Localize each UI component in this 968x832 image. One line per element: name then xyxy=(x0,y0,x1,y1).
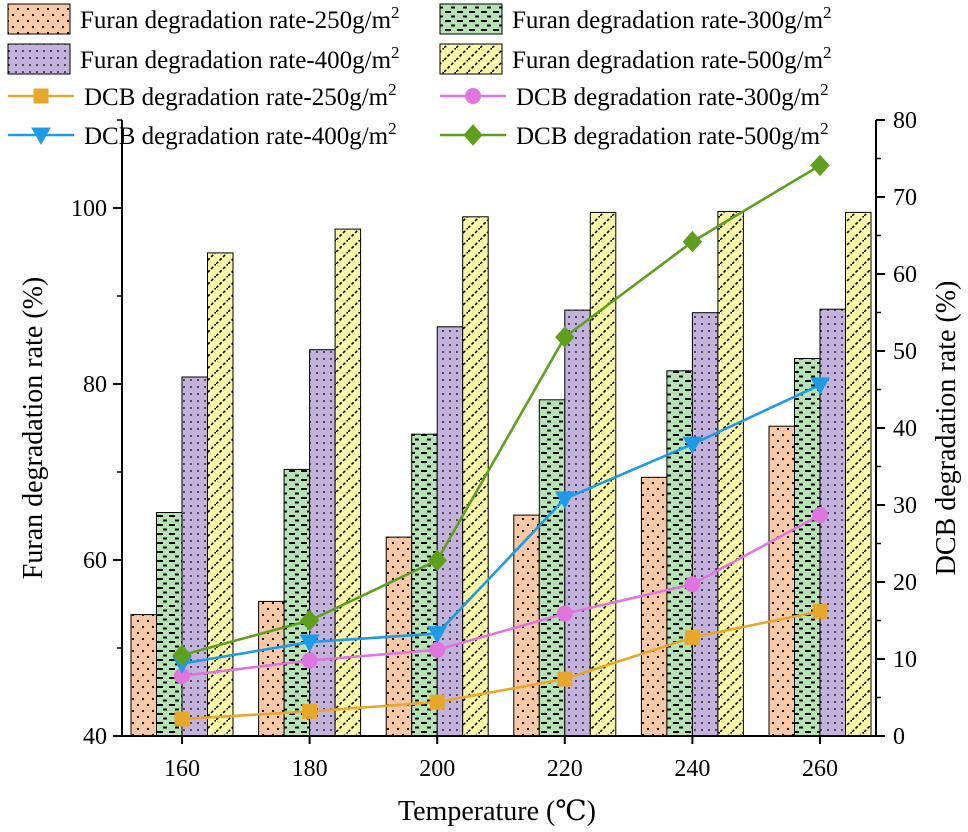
bar-s4-220 xyxy=(589,211,617,737)
marker-s1-180 xyxy=(302,703,318,719)
marker-s2-240 xyxy=(684,576,701,593)
bar-s3-240 xyxy=(691,312,719,737)
x-tick-label: 240 xyxy=(674,756,710,782)
line-s4 xyxy=(181,164,821,657)
legend-label-bar-s1: Furan degradation rate-250g/m2 xyxy=(80,3,400,34)
legend-swatch-bar-s3 xyxy=(7,43,71,75)
marker-s3-180 xyxy=(299,634,320,653)
right-y-tick-label: 0 xyxy=(893,724,905,750)
marker-s1-240 xyxy=(684,629,700,645)
bar-s2-180 xyxy=(283,468,311,737)
right-y-tick-label: 40 xyxy=(893,416,917,442)
bar-s2-160 xyxy=(156,512,183,737)
x-tick-label: 220 xyxy=(547,756,583,782)
legend-swatch-bar-s2 xyxy=(439,3,503,35)
bar-s1-240 xyxy=(640,476,668,737)
line-s2 xyxy=(181,513,821,678)
left-y-tick-label: 80 xyxy=(83,372,107,398)
left-y-tick-label: 60 xyxy=(83,548,107,574)
x-tick-label: 260 xyxy=(802,756,838,782)
marker-s4-160 xyxy=(172,644,192,666)
legend-label-bar-s4: Furan degradation rate-500g/m2 xyxy=(512,43,832,74)
marker-s3-240 xyxy=(682,436,703,455)
marker-s4-220 xyxy=(555,326,575,348)
axes-frame xyxy=(121,120,877,737)
bar-s4-260 xyxy=(845,211,872,737)
right-y-tick-label: 70 xyxy=(893,185,917,211)
bar-series-group xyxy=(130,211,872,737)
legend-label-line-s2: DCB degradation rate-300g/m2 xyxy=(516,80,829,111)
bar-s4-160 xyxy=(207,252,234,737)
right-y-axis-label: DCB degradation rate (%) xyxy=(931,281,962,576)
legend-label-line-s4: DCB degradation rate-500g/m2 xyxy=(516,119,829,150)
bar-s3-180 xyxy=(309,349,336,737)
marker-s1-260 xyxy=(812,603,828,619)
right-y-tick-label: 50 xyxy=(893,339,917,365)
legend-swatch-bar-s4 xyxy=(439,43,503,75)
left-y-tick-label: 100 xyxy=(71,196,107,222)
x-axis-label: Temperature (℃) xyxy=(398,796,596,827)
marker-s3-200 xyxy=(427,626,448,644)
marker-s2-180 xyxy=(301,652,318,669)
left-y-tick-label: 40 xyxy=(83,724,107,750)
marker-s4-180 xyxy=(299,609,320,632)
bar-s1-260 xyxy=(768,425,795,737)
marker-s2-260 xyxy=(812,507,828,524)
bar-s2-200 xyxy=(411,433,438,737)
bar-s1-180 xyxy=(258,600,285,737)
marker-s3-220 xyxy=(554,491,575,509)
x-tick-label: 200 xyxy=(419,756,455,782)
legend-label-line-s1: DCB degradation rate-250g/m2 xyxy=(84,80,397,111)
line-series-group xyxy=(172,154,830,727)
legend-label-bar-s3: Furan degradation rate-400g/m2 xyxy=(80,43,400,74)
marker-s1-160 xyxy=(174,711,190,727)
right-y-tick-group: 0 10 20 30 40 50 60 70 80 xyxy=(876,108,917,750)
x-tick-group: 160 180 200 220 240 260 xyxy=(164,736,838,782)
bar-s4-180 xyxy=(334,228,362,737)
x-tick-label: 160 xyxy=(164,756,200,782)
legend: Furan degradation rate-250g/m2 Furan degr… xyxy=(7,3,832,150)
bar-s2-240 xyxy=(666,370,693,737)
legend-marker-s4 xyxy=(463,124,483,146)
right-y-tick-label: 80 xyxy=(893,108,917,134)
bar-s3-260 xyxy=(819,308,846,737)
marker-s1-220 xyxy=(557,671,573,687)
legend-marker-s2 xyxy=(465,88,481,104)
marker-s4-240 xyxy=(682,230,703,253)
legend-label-bar-s2: Furan degradation rate-300g/m2 xyxy=(512,3,832,34)
left-y-tick-group: 40 60 80 100 xyxy=(71,119,122,750)
right-y-tick-label: 20 xyxy=(893,570,917,596)
right-y-tick-label: 30 xyxy=(893,493,917,519)
bar-s2-260 xyxy=(794,358,821,737)
line-s1 xyxy=(181,610,821,721)
marker-s4-200 xyxy=(427,549,447,572)
legend-swatch-bar-s1 xyxy=(7,3,71,35)
marker-s3-260 xyxy=(810,377,830,395)
right-y-tick-label: 60 xyxy=(893,262,917,288)
marker-s2-220 xyxy=(556,605,573,622)
legend-marker-s3 xyxy=(31,127,51,146)
bar-s4-240 xyxy=(717,211,744,737)
marker-s1-200 xyxy=(429,694,445,710)
x-tick-label: 180 xyxy=(292,756,328,782)
legend-marker-s1 xyxy=(33,88,49,104)
marker-s2-200 xyxy=(429,641,446,658)
marker-s4-260 xyxy=(810,154,830,177)
bar-s1-160 xyxy=(130,614,157,737)
right-y-tick-label: 10 xyxy=(893,647,917,673)
left-y-axis-label: Furan degradation rate (%) xyxy=(18,277,49,579)
legend-label-line-s3: DCB degradation rate-400g/m2 xyxy=(84,119,397,150)
bar-s3-200 xyxy=(436,326,464,737)
line-s3 xyxy=(181,383,821,665)
